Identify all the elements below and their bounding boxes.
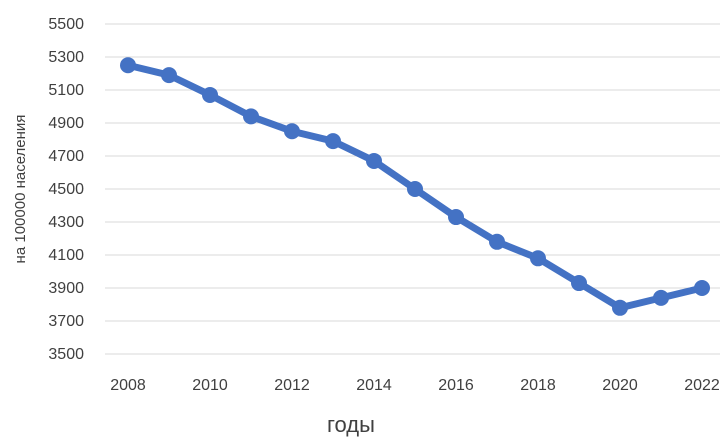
y-tick-label: 3500 — [48, 346, 84, 363]
data-point — [202, 86, 218, 103]
y-axis-title: на 100000 населения — [12, 115, 29, 264]
data-point — [161, 67, 177, 84]
data-point — [243, 108, 259, 125]
y-tick-label: 3700 — [48, 313, 84, 330]
data-point — [530, 250, 546, 267]
y-tick-label: 3900 — [48, 280, 84, 297]
x-tick-label: 2008 — [110, 377, 146, 394]
x-tick-label: 2016 — [438, 377, 474, 394]
y-tick-label: 5300 — [48, 49, 84, 66]
data-point — [325, 133, 341, 150]
data-point — [366, 152, 382, 169]
y-tick-label: 5500 — [48, 16, 84, 33]
data-point — [448, 209, 464, 226]
x-tick-label: 2010 — [192, 377, 228, 394]
y-axis-ticks: 3500 3700 3900 4100 4300 4500 4700 4900 5100 5300… — [48, 16, 84, 363]
data-point — [407, 181, 423, 197]
data-point — [120, 57, 136, 74]
y-tick-label: 5100 — [48, 82, 84, 99]
x-tick-label: 2020 — [602, 377, 638, 394]
x-tick-label: 2018 — [520, 377, 556, 394]
data-point — [612, 299, 628, 316]
x-tick-label: 2022 — [684, 377, 720, 394]
y-tick-label: 4500 — [48, 181, 84, 198]
y-tick-label: 4300 — [48, 214, 84, 231]
y-tick-label: 4900 — [48, 115, 84, 132]
y-tick-label: 4700 — [48, 148, 84, 165]
x-tick-label: 2014 — [356, 377, 392, 394]
x-axis-title: годы — [327, 412, 375, 437]
data-point — [489, 233, 505, 250]
x-axis-ticks: 2008 2010 2012 2014 2016 2018 2020 2022 — [110, 377, 720, 394]
series-group — [120, 57, 710, 316]
data-point — [694, 280, 710, 296]
data-point — [571, 275, 587, 292]
data-point — [284, 123, 300, 140]
x-tick-label: 2012 — [274, 377, 310, 394]
y-tick-label: 4100 — [48, 247, 84, 264]
data-point — [653, 289, 669, 306]
